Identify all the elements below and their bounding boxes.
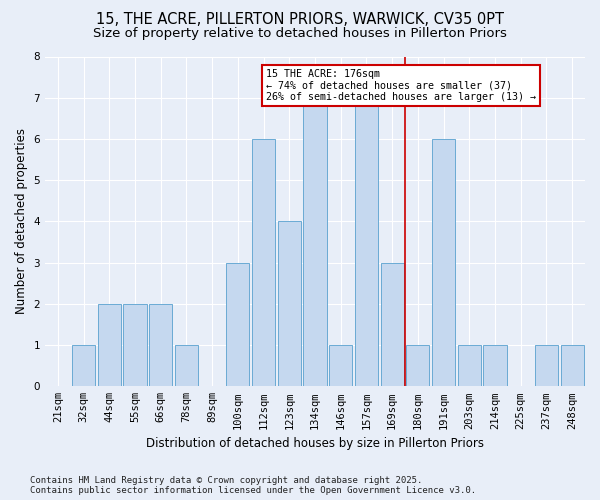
Bar: [98, 304, 121, 386]
Bar: [406, 345, 430, 387]
Bar: [484, 345, 506, 387]
Bar: [304, 98, 326, 387]
Bar: [124, 304, 146, 386]
Bar: [535, 345, 558, 387]
Text: Size of property relative to detached houses in Pillerton Priors: Size of property relative to detached ho…: [93, 28, 507, 40]
Bar: [226, 262, 250, 386]
Bar: [72, 345, 95, 387]
Bar: [432, 139, 455, 386]
Bar: [329, 345, 352, 387]
Bar: [380, 262, 404, 386]
Y-axis label: Number of detached properties: Number of detached properties: [15, 128, 28, 314]
Bar: [252, 139, 275, 386]
Text: 15 THE ACRE: 176sqm
← 74% of detached houses are smaller (37)
26% of semi-detach: 15 THE ACRE: 176sqm ← 74% of detached ho…: [266, 69, 536, 102]
Text: Contains HM Land Registry data © Crown copyright and database right 2025.
Contai: Contains HM Land Registry data © Crown c…: [30, 476, 476, 495]
Bar: [149, 304, 172, 386]
Bar: [560, 345, 584, 387]
Bar: [278, 222, 301, 386]
Bar: [175, 345, 198, 387]
X-axis label: Distribution of detached houses by size in Pillerton Priors: Distribution of detached houses by size …: [146, 437, 484, 450]
Bar: [458, 345, 481, 387]
Bar: [355, 98, 378, 387]
Text: 15, THE ACRE, PILLERTON PRIORS, WARWICK, CV35 0PT: 15, THE ACRE, PILLERTON PRIORS, WARWICK,…: [96, 12, 504, 28]
